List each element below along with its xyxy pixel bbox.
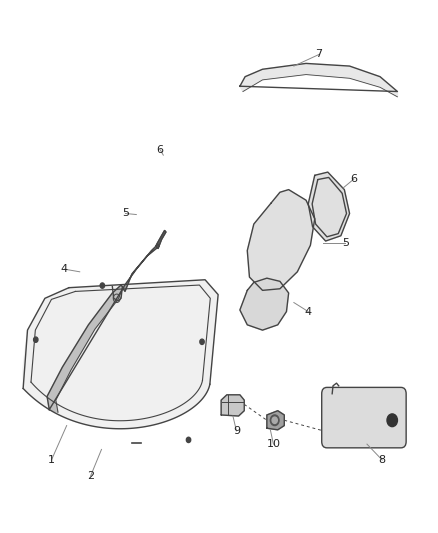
Polygon shape [221,395,244,416]
Polygon shape [123,244,159,292]
Polygon shape [267,411,284,430]
Text: 4: 4 [305,306,312,317]
Polygon shape [247,190,315,290]
Text: 6: 6 [350,174,357,184]
Text: 4: 4 [61,264,68,274]
Polygon shape [23,280,218,429]
Circle shape [387,414,397,426]
Circle shape [200,339,204,344]
Text: 1: 1 [48,455,55,465]
Circle shape [186,437,191,442]
Polygon shape [240,278,289,330]
Text: 5: 5 [122,208,129,219]
Text: 6: 6 [157,145,164,155]
Text: 7: 7 [315,50,323,59]
Text: 10: 10 [266,439,280,449]
Circle shape [34,337,38,342]
Polygon shape [47,285,123,413]
Text: 9: 9 [233,426,240,436]
Text: 8: 8 [378,455,386,465]
Circle shape [272,417,277,423]
Text: 5: 5 [342,238,349,248]
Polygon shape [240,63,397,97]
FancyBboxPatch shape [322,387,406,448]
Circle shape [100,283,105,288]
Polygon shape [308,172,350,241]
Circle shape [270,415,279,425]
Text: 2: 2 [87,471,94,481]
Polygon shape [156,230,166,248]
